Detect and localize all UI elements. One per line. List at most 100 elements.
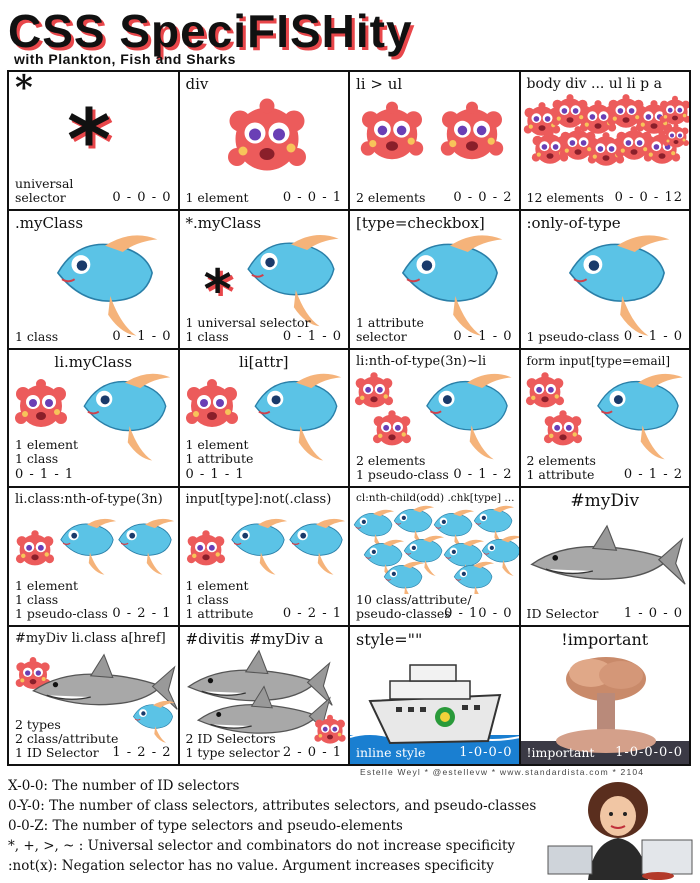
plankton-icon xyxy=(313,714,346,744)
plankton-swarm-icon xyxy=(523,94,689,166)
legend-item: 0-Y-0: The number of class selectors, at… xyxy=(8,798,537,814)
cell-description: 12 elements xyxy=(526,189,604,205)
cell-score: 2 - 0 - 1 xyxy=(282,745,342,760)
cell-li-ul: li > ul 2 elements 0 - 0 - 2 xyxy=(350,72,519,209)
cell-divitis: #divitis #myDiv a 2 ID Selectors 1 type s… xyxy=(179,627,348,764)
cell-nth-of-type-sibling: li:nth-of-type(3n)~li 2 elements 1 pseudo… xyxy=(350,349,519,487)
fish-icon xyxy=(596,372,683,460)
cell-score: 0 - 1 - 1 xyxy=(15,467,75,483)
fish-icon xyxy=(253,372,342,461)
fish-icon xyxy=(60,518,117,576)
cell-selector: [type=checkbox] xyxy=(356,213,485,232)
cell-attribute: [type=checkbox] 1 attribute selector 0 - … xyxy=(350,210,519,348)
specificity-grid: * * universal selector 0 - 0 - 0 div 1 el… xyxy=(7,70,691,766)
cell-only-of-type: :only-of-type 1 pseudo-class 0 - 1 - 0 xyxy=(520,210,689,348)
cell-description: 1 element 1 class 1 pseudo-class xyxy=(15,578,108,622)
author-portrait-illustration xyxy=(547,782,693,880)
cell-score: 0 - 1 - 2 xyxy=(623,467,683,483)
cell-12-elements: body div ... ul li p a 12 elements 0 - 0… xyxy=(520,72,689,209)
cell-selector: input[type]:not(.class) xyxy=(185,492,332,508)
cell-score: 0 - 2 - 1 xyxy=(112,606,172,622)
cell-score: 0 - 1 - 2 xyxy=(453,467,513,483)
cell-form-input-email: form input[type=email] 2 elements 1 attri… xyxy=(520,349,689,487)
cell-li-myclass: li.myClass 1 element 1 class 0 - 1 - 1 xyxy=(9,349,178,487)
plankton-icon xyxy=(227,98,306,171)
cell-description: inline style xyxy=(356,745,426,760)
cell-selector: *.myClass xyxy=(185,213,262,232)
plankton-icon xyxy=(15,378,67,427)
cell-description: 1 element xyxy=(185,189,249,205)
cell-selector: form input[type=email] xyxy=(526,353,671,368)
cell-selector: :only-of-type xyxy=(526,213,621,232)
cell-description: !important xyxy=(526,745,595,760)
cell-score: 1 - 2 - 2 xyxy=(112,745,172,760)
cell-description: 2 types 2 class/attribute 1 ID Selector xyxy=(15,717,119,760)
shark-icon xyxy=(530,525,686,586)
cell-score: 0 - 10 - 0 xyxy=(444,606,513,622)
cell-selector: #myDiv li.class a[href] xyxy=(15,631,166,647)
cell-selector: li.myClass xyxy=(54,352,133,371)
cell-description: universal selector xyxy=(15,175,74,205)
fish-icon xyxy=(56,234,159,337)
cell-div: div 1 element 0 - 0 - 1 xyxy=(179,72,348,209)
legend-item: X-0-0: The number of ID selectors xyxy=(8,778,240,794)
legend-item: *, +, >, ~ : Universal selector and comb… xyxy=(8,838,516,854)
cell-important: !important !important 1-0-0-0-0 xyxy=(520,627,689,764)
cell-li-class-nth: li.class:nth-of-type(3n) 1 element 1 clas… xyxy=(9,488,178,626)
cell-description: 1 element 1 class xyxy=(15,437,79,467)
cell-selector: cl:nth-child(odd) .chk[type] ... xyxy=(356,492,515,505)
credit-line: Estelle Weyl * @estellevw * www.standard… xyxy=(360,767,645,777)
cell-universal-myclass: *.myClass * 1 universal selector 1 class … xyxy=(179,210,348,348)
cell-selector: li[attr] xyxy=(239,352,289,371)
cell-score: 0 - 1 - 0 xyxy=(623,328,683,344)
fish-icon xyxy=(132,700,176,744)
plankton-icon xyxy=(360,101,424,160)
cell-score: 0 - 2 - 1 xyxy=(282,606,342,622)
cell-description: 1 class xyxy=(15,328,59,344)
cell-myclass: .myClass 1 class 0 - 1 - 0 xyxy=(9,210,178,348)
cell-description: 10 class/attribute/pseudo-classes xyxy=(356,592,472,622)
asterisk-icon: * xyxy=(203,257,232,321)
cell-li-attr: li[attr] 1 element 1 attribute 0 - 1 - 1 xyxy=(179,349,348,487)
fish-icon xyxy=(230,518,288,576)
cell-selector: style="" xyxy=(356,630,423,650)
cell-description: 1 universal selector 1 class xyxy=(185,314,311,344)
legend-item: 0-0-Z: The number of type selectors and … xyxy=(8,818,403,834)
cell-score: 0 - 1 - 0 xyxy=(282,328,342,344)
cell-description: 2 elements 1 pseudo-class xyxy=(356,453,449,483)
fish-icon xyxy=(568,234,670,337)
cell-score: 0 - 0 - 1 xyxy=(282,189,342,205)
cell-score: 0 - 0 - 0 xyxy=(112,189,172,205)
cell-selector: #myDiv xyxy=(570,491,640,512)
cell-id: #myDiv ID Selector 1 - 0 - 0 xyxy=(520,488,689,626)
legend: X-0-0: The number of ID selectors 0-Y-0:… xyxy=(8,776,536,876)
cell-description: 1 element 1 attribute xyxy=(185,437,254,467)
cell-ten-classes: cl:nth-child(odd) .chk[type] ... 10 clas… xyxy=(350,488,519,626)
cell-score: 1 - 0 - 0 xyxy=(623,606,683,622)
cell-input-not: input[type]:not(.class) 1 element 1 class… xyxy=(179,488,348,626)
cell-score: 0 - 1 - 1 xyxy=(185,467,245,483)
cell-id-class-href: #myDiv li.class a[href] 2 types 2 class/a… xyxy=(9,627,178,764)
legend-item: :not(x): Negation selector has no value.… xyxy=(8,858,494,874)
page-title: CSS SpeciFISHity xyxy=(8,5,413,57)
cell-selector: * xyxy=(15,72,33,108)
cell-score: 0 - 1 - 0 xyxy=(453,328,513,344)
fish-icon xyxy=(118,518,175,576)
cell-selector: div xyxy=(185,75,209,93)
cruise-ship-icon xyxy=(350,664,519,764)
cell-universal: * * universal selector 0 - 0 - 0 xyxy=(9,72,178,209)
fish-icon xyxy=(288,518,346,576)
cell-description: ID Selector xyxy=(526,606,599,622)
cell-description: 1 element 1 class 1 attribute xyxy=(185,578,254,622)
fish-school-icon xyxy=(353,505,519,595)
page-subtitle: with Plankton, Fish and Sharks xyxy=(14,51,236,67)
cell-selector: body div ... ul li p a xyxy=(526,76,662,92)
cell-score: 0 - 1 - 0 xyxy=(112,328,172,344)
fish-icon xyxy=(426,372,513,460)
cell-selector: li.class:nth-of-type(3n) xyxy=(15,492,163,508)
cell-inline-style: style="" inline style 1-0-0-0 xyxy=(350,627,519,764)
asterisk-icon: * xyxy=(67,91,111,189)
cell-score: 0 - 0 - 2 xyxy=(453,189,513,205)
cell-description: 1 pseudo-class xyxy=(526,328,620,344)
cell-selector: #divitis #myDiv a xyxy=(185,630,324,649)
